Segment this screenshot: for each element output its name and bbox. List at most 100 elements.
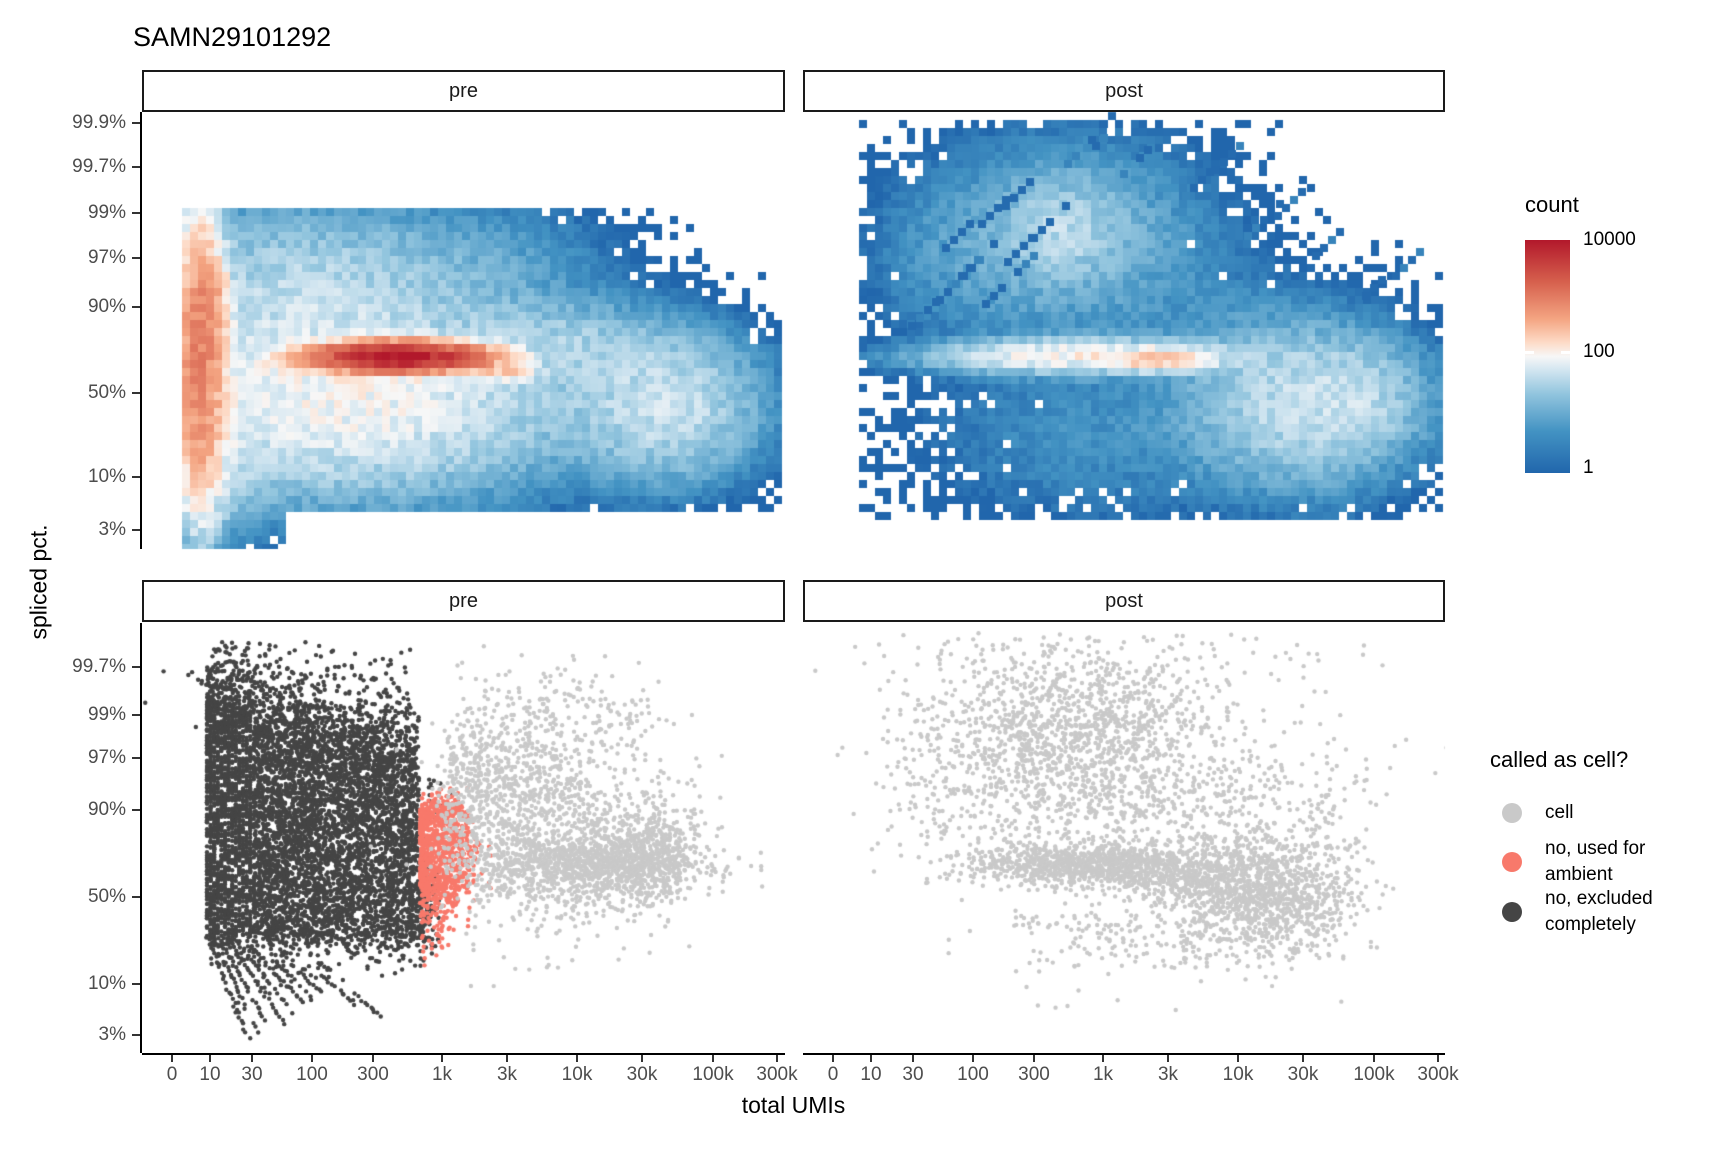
legend-item-label-line1: no, used for [1545, 838, 1646, 859]
legend-item-label-line1: no, excluded [1545, 888, 1653, 909]
x-tick-mark [1302, 1055, 1304, 1062]
x-tick-label: 100 [296, 1064, 328, 1085]
x-tick-mark [832, 1055, 834, 1062]
x-tick-mark [712, 1055, 714, 1062]
y-tick-mark [132, 122, 140, 124]
x-axis-line-left-panel [142, 1053, 785, 1055]
y-axis-line-bottom [140, 623, 142, 1053]
x-tick-mark [441, 1055, 443, 1062]
facet-strip-label: post [1105, 589, 1143, 612]
x-tick-mark [1033, 1055, 1035, 1062]
x-tick-label: 0 [166, 1064, 178, 1085]
x-tick-mark [972, 1055, 974, 1062]
y-tick-mark [132, 757, 140, 759]
x-tick-mark [870, 1055, 872, 1062]
x-tick-mark [311, 1055, 313, 1062]
y-axis-line-top [140, 112, 142, 549]
legend-item-label-line2: ambient [1545, 864, 1613, 885]
x-tick-label: 10k [561, 1064, 593, 1085]
legend-item-cell: cell [1502, 800, 1574, 826]
x-tick-label: 300k [1417, 1064, 1459, 1085]
plot-title: SAMN29101292 [133, 22, 332, 52]
cell-dot-icon [1502, 803, 1522, 823]
y-tick-label: 99.7% [72, 656, 126, 677]
y-tick-mark [132, 896, 140, 898]
y-tick-mark [132, 809, 140, 811]
legend-item-ambient: no, used for ambient [1502, 836, 1645, 888]
x-tick-mark [506, 1055, 508, 1062]
y-tick-mark [132, 666, 140, 668]
y-tick-mark [132, 1034, 140, 1036]
y-tick-label: 97% [87, 747, 126, 768]
x-tick-mark [776, 1055, 778, 1062]
x-tick-mark [372, 1055, 374, 1062]
facet-strip-label: pre [449, 589, 478, 612]
x-tick-label: 300 [357, 1064, 389, 1085]
x-tick-mark [1102, 1055, 1104, 1062]
y-tick-label: 10% [87, 973, 126, 994]
legend-item-label: cell [1545, 802, 1574, 823]
x-tick-label: 30k [1287, 1064, 1319, 1085]
x-tick-label: 30 [241, 1064, 263, 1085]
x-tick-label: 100 [957, 1064, 989, 1085]
x-tick-mark [171, 1055, 173, 1062]
y-tick-mark [132, 714, 140, 716]
x-tick-label: 3k [496, 1064, 518, 1085]
count-colorbar [1525, 240, 1570, 473]
x-tick-mark [912, 1055, 914, 1062]
y-tick-mark [132, 983, 140, 985]
y-tick-label: 10% [87, 466, 126, 487]
x-tick-mark [251, 1055, 253, 1062]
count-colorbar-tick-left [1525, 351, 1534, 354]
x-tick-label: 10 [199, 1064, 221, 1085]
x-tick-mark [1167, 1055, 1169, 1062]
x-tick-label: 300 [1018, 1064, 1050, 1085]
y-tick-label: 50% [87, 382, 126, 403]
legend-item-label-line2: completely [1545, 914, 1636, 935]
y-tick-mark [132, 257, 140, 259]
y-tick-label: 99% [87, 202, 126, 223]
x-tick-mark [1437, 1055, 1439, 1062]
y-tick-mark [132, 529, 140, 531]
facet-strip-post-bottom: post [803, 580, 1445, 622]
x-tick-label: 0 [827, 1064, 839, 1085]
y-tick-mark [132, 306, 140, 308]
x-tick-label: 1k [1092, 1064, 1114, 1085]
y-tick-label: 99.7% [72, 156, 126, 177]
facet-strip-pre-bottom: pre [142, 580, 785, 622]
y-tick-label: 99.9% [72, 112, 126, 133]
y-tick-label: 3% [98, 519, 126, 540]
x-tick-mark [209, 1055, 211, 1062]
y-tick-label: 3% [98, 1024, 126, 1045]
count-colorbar-label-100: 100 [1583, 341, 1615, 362]
facet-strip-label: post [1105, 79, 1143, 102]
x-tick-mark [1237, 1055, 1239, 1062]
y-tick-mark [132, 212, 140, 214]
excluded-dot-icon [1502, 902, 1522, 922]
x-tick-label: 10 [860, 1064, 882, 1085]
x-tick-label: 3k [1157, 1064, 1179, 1085]
facet-strip-pre-top: pre [142, 70, 785, 112]
y-tick-label: 90% [87, 799, 126, 820]
y-tick-label: 97% [87, 247, 126, 268]
cell-legend-title: called as cell? [1490, 747, 1629, 772]
x-tick-label: 10k [1222, 1064, 1254, 1085]
x-tick-label: 30 [902, 1064, 924, 1085]
x-tick-label: 300k [756, 1064, 798, 1085]
y-tick-label: 99% [87, 704, 126, 725]
legend-item-excluded: no, excluded completely [1502, 886, 1653, 938]
x-axis-line-right-panel [803, 1053, 1445, 1055]
x-tick-label: 100k [1353, 1064, 1395, 1085]
x-tick-label: 1k [431, 1064, 453, 1085]
x-tick-mark [1373, 1055, 1375, 1062]
x-tick-mark [641, 1055, 643, 1062]
y-tick-mark [132, 476, 140, 478]
count-colorbar-tick-right [1561, 351, 1570, 354]
x-axis-title: total UMIs [741, 1092, 846, 1118]
count-colorbar-label-1: 1 [1583, 457, 1594, 478]
y-tick-label: 50% [87, 886, 126, 907]
facet-strip-post-top: post [803, 70, 1445, 112]
ambient-dot-icon [1502, 852, 1522, 872]
